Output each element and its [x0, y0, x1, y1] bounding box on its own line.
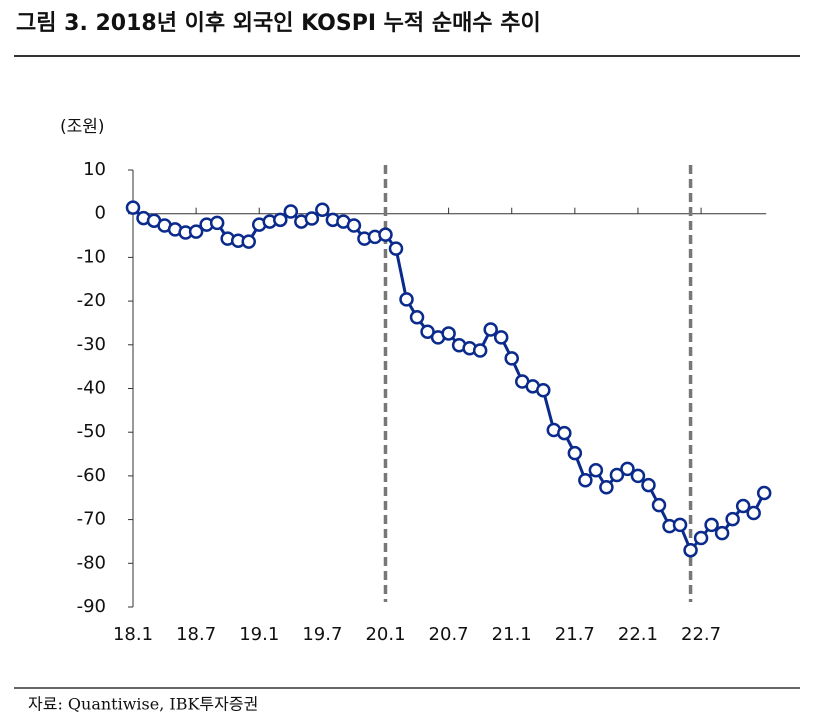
- data-point: [536, 382, 551, 398]
- y-tick-label: -60: [77, 465, 106, 486]
- data-point: [641, 477, 656, 493]
- data-point: [125, 200, 141, 215]
- y-tick-label: -20: [77, 290, 106, 311]
- x-tick-label: 22.7: [681, 624, 721, 645]
- data-point: [241, 234, 256, 249]
- y-tick-label: -30: [77, 334, 106, 355]
- data-point: [472, 343, 488, 358]
- data-point: [725, 511, 740, 527]
- data-point: [273, 212, 288, 228]
- y-tick-label: 10: [83, 159, 106, 180]
- data-point: [630, 468, 646, 484]
- data-point: [672, 517, 688, 533]
- data-point: [399, 292, 414, 307]
- data-point: [609, 467, 625, 483]
- data-point: [209, 215, 225, 231]
- x-tick-label: 19.7: [302, 624, 342, 645]
- y-tick-label: -10: [77, 246, 106, 267]
- data-point: [599, 480, 614, 495]
- x-tick-label: 21.1: [492, 624, 532, 645]
- series-line: [131, 206, 766, 554]
- x-tick-label: 22.1: [618, 624, 658, 645]
- x-tick-label: 20.1: [365, 624, 405, 645]
- y-tick-label: -80: [77, 552, 106, 573]
- data-point: [304, 211, 320, 226]
- data-point: [420, 324, 435, 339]
- y-axis-unit: (조원): [60, 117, 105, 137]
- data-point: [578, 473, 593, 488]
- data-point: [378, 227, 393, 242]
- data-point: [746, 505, 761, 521]
- data-point: [188, 224, 204, 239]
- data-point: [493, 330, 509, 345]
- source: 자료: Quantiwise, IBK투자증권: [28, 695, 258, 714]
- data-point: [409, 310, 425, 325]
- data-point: [714, 525, 730, 541]
- y-tick-label: -70: [77, 509, 106, 530]
- data-point: [735, 498, 751, 514]
- y-tick-label: -90: [77, 596, 106, 617]
- data-point: [346, 218, 362, 233]
- data-point: [693, 530, 709, 546]
- x-tick-label: 21.7: [555, 624, 595, 645]
- data-point: [283, 204, 299, 219]
- data-point: [483, 322, 498, 337]
- chart-title: 그림 3. 2018년 이후 외국인 KOSPI 누적 순매수 추이: [16, 11, 541, 36]
- data-point: [704, 517, 719, 533]
- y-tick-label: -50: [77, 421, 106, 442]
- data-point: [756, 485, 772, 501]
- y-tick-label: -40: [77, 378, 106, 399]
- data-point: [504, 351, 519, 366]
- x-tick-label: 20.7: [429, 624, 469, 645]
- data-point: [315, 202, 330, 218]
- data-point: [388, 241, 404, 256]
- data-point: [588, 462, 604, 478]
- data-point: [651, 497, 667, 513]
- x-tick-label: 19.1: [239, 624, 279, 645]
- x-tick-label: 18.7: [176, 624, 216, 645]
- data-point: [557, 425, 572, 441]
- data-point: [441, 326, 456, 341]
- y-tick-label: 0: [95, 203, 106, 224]
- data-point: [620, 461, 635, 477]
- data-point: [683, 542, 698, 558]
- data-point: [567, 445, 583, 461]
- x-tick-label: 18.1: [113, 624, 153, 645]
